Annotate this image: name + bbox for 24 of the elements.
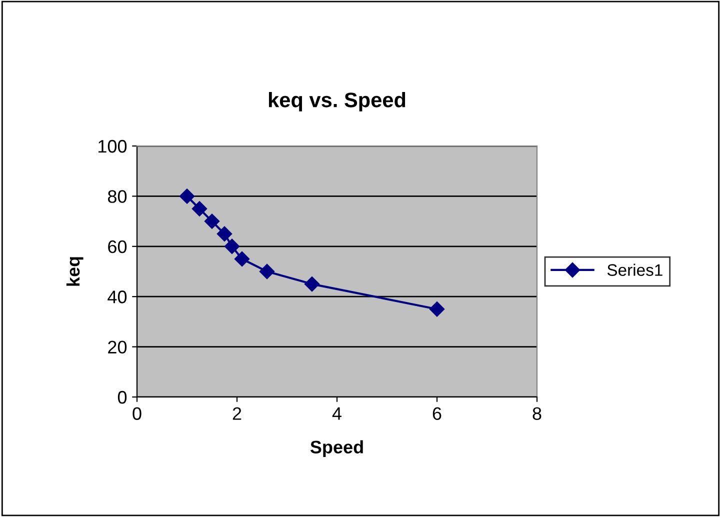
point — [204, 214, 220, 229]
point — [192, 201, 208, 216]
x-tick-label: 0 — [132, 407, 142, 420]
point — [179, 188, 195, 204]
y-tick-label: 80 — [108, 190, 127, 203]
x-tick-label: 4 — [332, 407, 342, 420]
chart-title: keq vs. Speed — [268, 92, 406, 112]
point — [216, 226, 232, 242]
legend-label: Series1 — [607, 264, 662, 276]
point — [429, 302, 445, 317]
y-tick-label: 60 — [108, 240, 127, 254]
y-tick-label: 40 — [108, 290, 127, 304]
y-tick-label: 100 — [98, 140, 127, 153]
x-axis-title: Speed — [310, 440, 363, 458]
y-tick-label: 0 — [118, 390, 127, 404]
x-tick-label: 2 — [232, 407, 242, 420]
y-axis-title: keq — [66, 257, 84, 286]
x-tick-label: 6 — [432, 407, 442, 420]
x-tick-label: 8 — [532, 407, 542, 420]
point — [224, 238, 240, 254]
point — [259, 264, 275, 280]
point — [234, 251, 250, 267]
point — [304, 276, 320, 292]
y-tick-label: 20 — [108, 340, 127, 354]
